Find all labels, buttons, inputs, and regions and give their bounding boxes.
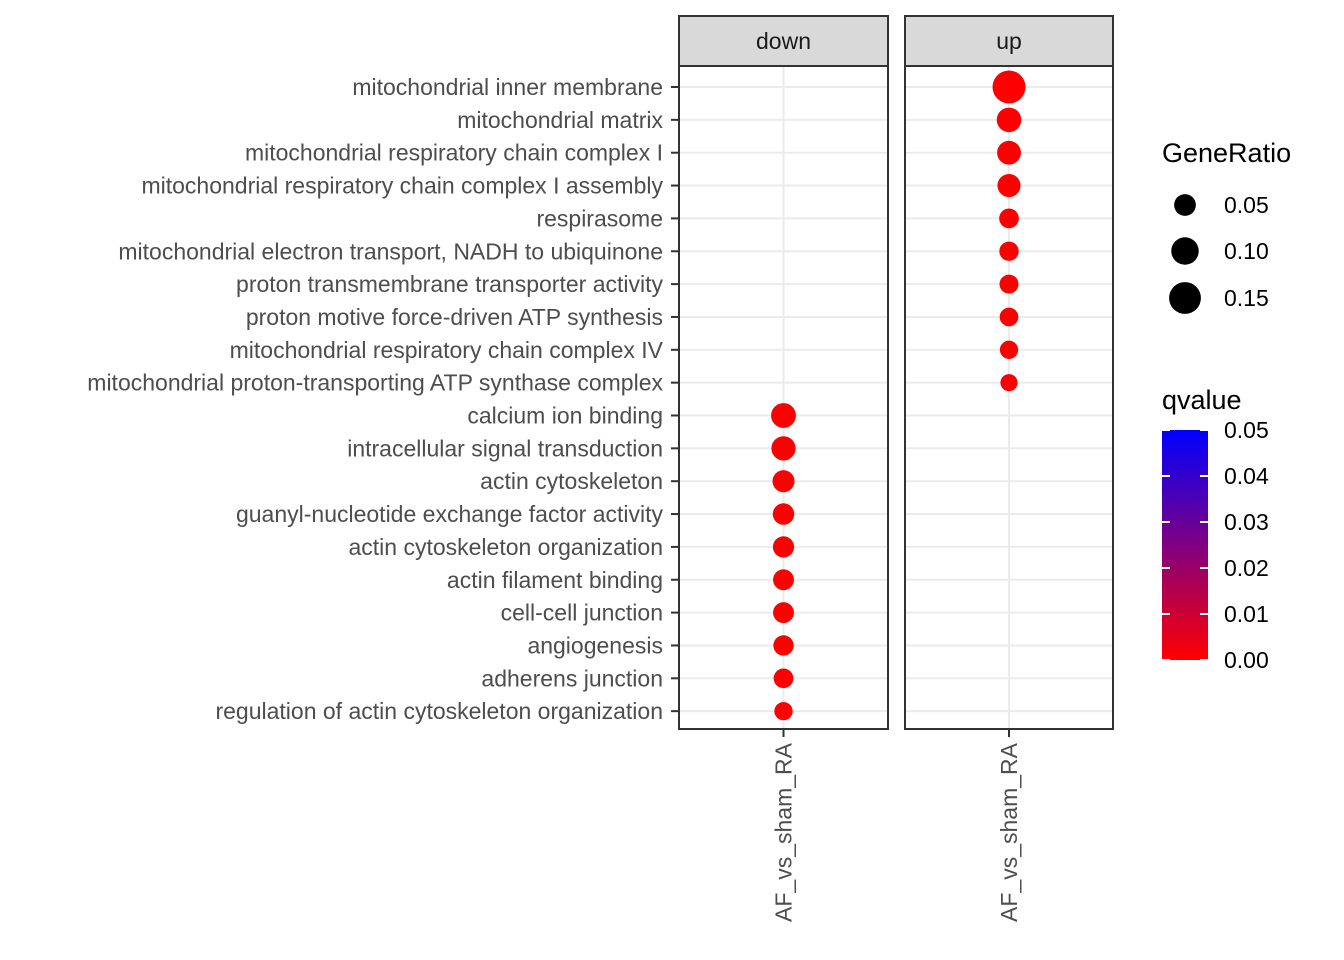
y-tick-label: intracellular signal transduction xyxy=(347,435,663,461)
data-point xyxy=(772,503,795,525)
y-tick-label: actin filament binding xyxy=(447,567,663,593)
x-axis: AF_vs_sham_RA AF_vs_sham_RA xyxy=(771,729,1022,922)
qvalue-colorbar xyxy=(1162,430,1208,660)
data-point xyxy=(997,140,1021,165)
data-point xyxy=(772,536,795,558)
size-legend-label: 0.05 xyxy=(1224,192,1269,218)
data-point xyxy=(999,340,1019,359)
y-tick-label: actin cytoskeleton organization xyxy=(348,534,663,560)
y-tick-label: mitochondrial matrix xyxy=(457,107,663,133)
data-point xyxy=(999,208,1019,229)
data-point xyxy=(1000,374,1018,392)
data-point xyxy=(999,241,1019,261)
colorbar-label: 0.05 xyxy=(1224,417,1269,443)
size-legend-label: 0.15 xyxy=(1224,285,1269,311)
size-legend-key xyxy=(1174,194,1196,216)
colorbar-label: 0.01 xyxy=(1224,601,1269,627)
data-point xyxy=(996,107,1022,133)
qvalue-legend-title: qvalue xyxy=(1162,385,1242,415)
data-point xyxy=(773,569,794,591)
y-tick-label: mitochondrial respiratory chain complex … xyxy=(141,173,663,199)
y-tick-label: guanyl-nucleotide exchange factor activi… xyxy=(236,501,664,527)
facet-label-up: up xyxy=(996,28,1022,54)
colorbar-label: 0.04 xyxy=(1224,463,1269,489)
colorbar-label: 0.03 xyxy=(1224,509,1269,535)
y-tick-label: mitochondrial respiratory chain complex … xyxy=(245,140,663,166)
x-tick-label: AF_vs_sham_RA xyxy=(996,742,1022,922)
y-tick-label: mitochondrial electron transport, NADH t… xyxy=(118,238,663,264)
y-axis: mitochondrial inner membrane mitochondria… xyxy=(87,74,679,724)
y-tick-label: angiogenesis xyxy=(527,632,663,658)
colorbar-label: 0.00 xyxy=(1224,647,1269,673)
size-legend-label: 0.10 xyxy=(1224,238,1269,264)
data-point xyxy=(771,436,796,461)
data-point xyxy=(771,403,796,428)
data-point xyxy=(773,668,794,689)
facet-panels: down up xyxy=(678,15,1114,730)
y-tick-label: cell-cell junction xyxy=(501,600,663,626)
y-tick-label: proton transmembrane transporter activit… xyxy=(236,271,663,297)
data-point xyxy=(999,307,1019,327)
data-point xyxy=(772,470,795,493)
data-point xyxy=(997,174,1021,198)
x-tick-label: AF_vs_sham_RA xyxy=(771,742,797,922)
generatio-legend: GeneRatio 0.05 0.10 0.15 xyxy=(1162,138,1291,314)
facet-strip-up xyxy=(904,15,1114,67)
data-points xyxy=(771,70,1026,721)
generatio-legend-title: GeneRatio xyxy=(1162,138,1291,168)
data-point xyxy=(999,274,1019,294)
y-tick-label: mitochondrial proton-transporting ATP sy… xyxy=(87,370,663,396)
size-legend-key xyxy=(1169,282,1201,314)
facet-strip-down xyxy=(678,15,889,67)
y-tick-label: mitochondrial respiratory chain complex … xyxy=(230,337,664,363)
data-point xyxy=(992,70,1026,104)
y-tick-label: respirasome xyxy=(536,205,663,231)
y-tick-label: regulation of actin cytoskeleton organiz… xyxy=(215,698,663,724)
size-legend-key xyxy=(1171,237,1199,265)
colorbar-label: 0.02 xyxy=(1224,555,1269,581)
data-point xyxy=(773,635,794,656)
facet-label-down: down xyxy=(756,28,811,54)
y-tick-label: mitochondrial inner membrane xyxy=(352,74,663,100)
data-point xyxy=(774,702,793,721)
y-tick-label: calcium ion binding xyxy=(467,403,663,429)
y-tick-label: proton motive force-driven ATP synthesis xyxy=(246,304,663,330)
y-tick-label: actin cytoskeleton xyxy=(480,468,663,494)
y-tick-label: adherens junction xyxy=(481,665,663,691)
data-point xyxy=(773,602,794,624)
